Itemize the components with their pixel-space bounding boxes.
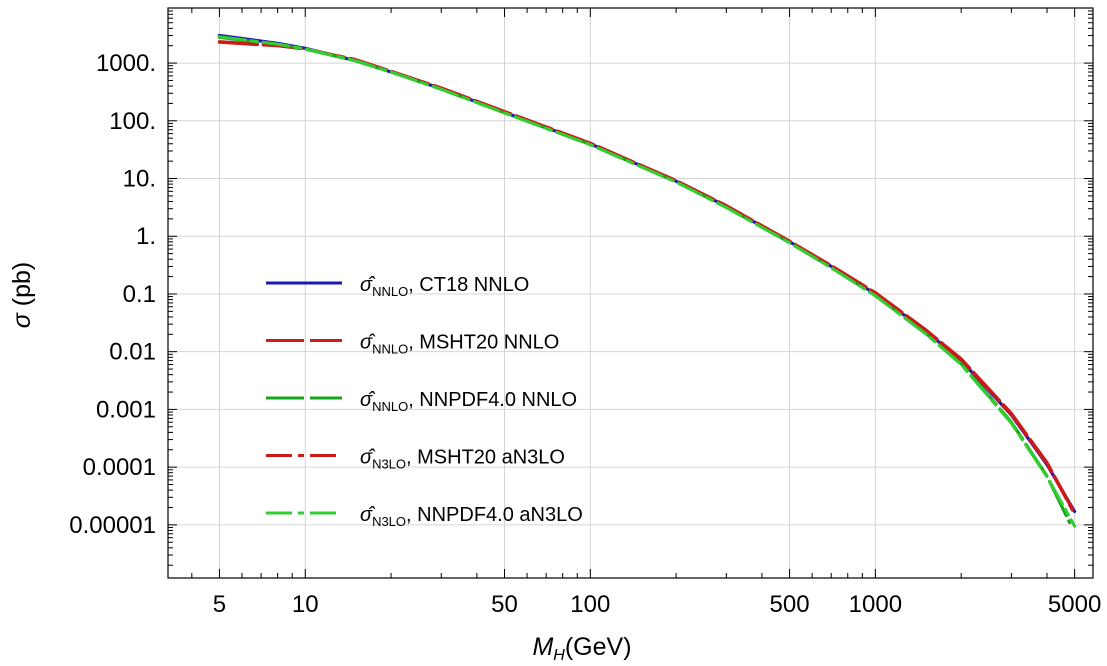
x-axis-title: MH(GeV)	[532, 633, 631, 664]
grid	[168, 8, 1093, 578]
y-tick-label: 0.001	[96, 396, 156, 423]
series-line-4	[217, 40, 1077, 516]
series-line-3	[217, 35, 1072, 525]
legend-label-5: σ̂N3LO, NNPDF4.0 aN3LO	[360, 504, 583, 529]
legend-symbol: σ̂	[360, 504, 376, 526]
series-line-2	[217, 40, 1077, 515]
legend-symbol: σ̂	[360, 447, 376, 469]
legend-label-2: σ̂NNLO, MSHT20 NNLO	[360, 332, 559, 357]
legend-text: , NNPDF4.0 aN3LO	[406, 504, 583, 526]
y-axis-title: σ (pb)	[8, 262, 36, 328]
y-tick-label: 0.1	[123, 281, 156, 308]
x-tick-label: 5000	[1048, 591, 1101, 618]
x-tick-label: 500	[770, 591, 810, 618]
x-axis-unit: (GeV)	[565, 633, 632, 661]
legend-symbol: σ̂	[360, 389, 376, 411]
legend-subscript: NNLO	[372, 399, 408, 414]
y-tick-label: 100.	[109, 108, 156, 135]
y-tick-label: 0.0001	[83, 454, 156, 481]
x-tick-label: 50	[491, 591, 518, 618]
legend-subscript: N3LO	[372, 514, 406, 529]
legend-text: , CT18 NNLO	[408, 274, 529, 296]
legend-label-4: σ̂N3LO, MSHT20 aN3LO	[360, 447, 565, 472]
legend-text: , MSHT20 NNLO	[408, 332, 559, 354]
legend-symbol: σ̂	[360, 332, 376, 354]
x-tick-label: 5	[213, 591, 226, 618]
y-axis-unit: (pb)	[8, 262, 36, 313]
y-tick-label: 0.01	[109, 339, 156, 366]
plot-frame	[167, 7, 1094, 579]
y-axis-symbol: σ	[8, 312, 36, 328]
legend-text: , NNPDF4.0 NNLO	[408, 389, 577, 411]
y-tick-label: 10.	[123, 166, 156, 193]
legend-text: , MSHT20 aN3LO	[406, 447, 565, 469]
x-tick-label: 100	[570, 591, 610, 618]
y-tick-label: 1.	[136, 223, 156, 250]
y-tick-label: 0.00001	[69, 512, 156, 539]
series-line-5	[217, 35, 1077, 528]
legend-subscript: NNLO	[372, 342, 408, 357]
legend-subscript: N3LO	[372, 457, 406, 472]
legend-symbol: σ̂	[360, 274, 376, 296]
y-tick-label: 1000.	[96, 50, 156, 77]
x-tick-label: 1000	[849, 591, 902, 618]
x-axis-subscript: H	[553, 647, 565, 664]
series-lines	[217, 33, 1077, 528]
series-line-1	[217, 33, 1077, 514]
legend-label-3: σ̂NNLO, NNPDF4.0 NNLO	[360, 389, 577, 414]
x-axis-symbol: M	[532, 633, 553, 661]
legend-label-1: σ̂NNLO, CT18 NNLO	[360, 274, 529, 299]
axis-ticks: 5 10 50 100 500 1000 5000 1000. 100. 10. 1. 0.1 0.01…	[69, 7, 1101, 618]
legend-subscript: NNLO	[372, 284, 408, 299]
x-tick-label: 10	[292, 591, 319, 618]
